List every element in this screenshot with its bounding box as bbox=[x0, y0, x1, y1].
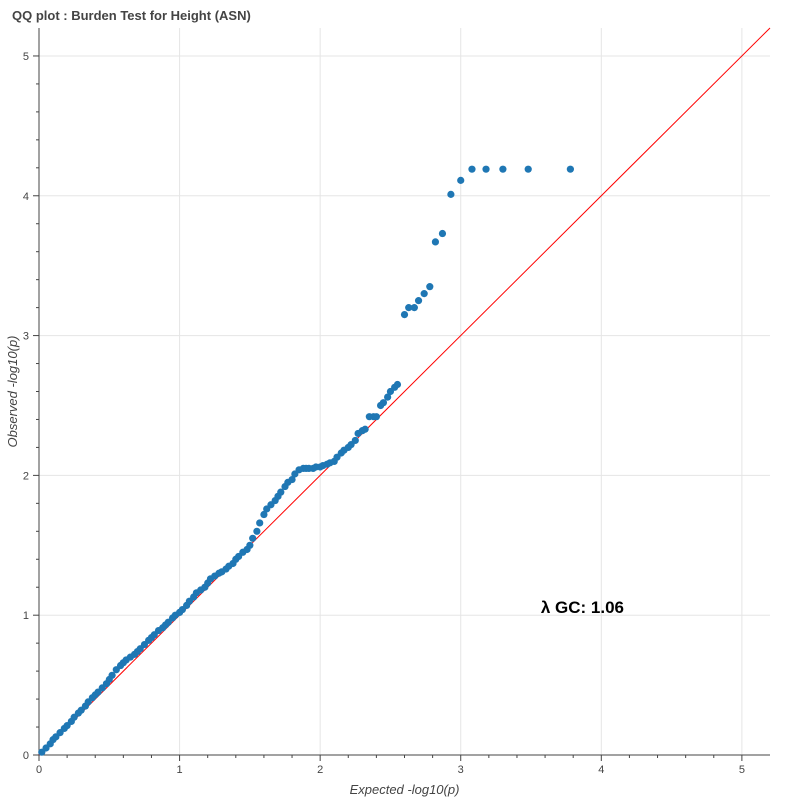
data-point bbox=[379, 399, 388, 407]
tick-labels: 0 1 2 3 4 5 0 1 2 3 4 5 bbox=[23, 51, 745, 776]
data-point bbox=[249, 534, 257, 542]
x-axis-label: Expected -log10(p) bbox=[350, 782, 460, 797]
data-point bbox=[499, 165, 507, 173]
chart-title: QQ plot : Burden Test for Height (ASN) bbox=[12, 8, 251, 23]
data-point bbox=[447, 190, 455, 198]
data-point bbox=[277, 488, 285, 496]
data-point bbox=[108, 671, 116, 679]
x-tick-label: 5 bbox=[739, 764, 745, 776]
data-point bbox=[260, 510, 268, 519]
x-tick-label: 4 bbox=[598, 764, 604, 776]
y-tick-label: 1 bbox=[23, 610, 29, 622]
data-point bbox=[468, 165, 476, 173]
data-point bbox=[361, 425, 369, 433]
data-point bbox=[288, 475, 296, 484]
y-tick-label: 5 bbox=[23, 51, 29, 63]
reference-line bbox=[38, 27, 771, 756]
data-point bbox=[384, 393, 392, 401]
data-point bbox=[410, 304, 418, 312]
data-point bbox=[420, 290, 428, 298]
y-axis-label: Observed -log10(p) bbox=[5, 336, 20, 448]
data-point bbox=[253, 527, 261, 535]
y-tick-label: 3 bbox=[23, 331, 29, 343]
y-tick-label: 0 bbox=[23, 750, 29, 762]
data-point bbox=[438, 229, 447, 238]
y-tick-label: 4 bbox=[23, 191, 29, 203]
axes bbox=[33, 28, 770, 761]
x-tick-label: 3 bbox=[458, 764, 464, 776]
data-point bbox=[566, 165, 574, 173]
data-point bbox=[372, 413, 380, 421]
data-point bbox=[414, 297, 423, 305]
data-point bbox=[400, 311, 409, 319]
data-point bbox=[482, 165, 490, 173]
data-point bbox=[351, 436, 359, 445]
data-point bbox=[431, 238, 440, 246]
x-tick-label: 0 bbox=[36, 764, 42, 776]
data-points bbox=[38, 165, 574, 756]
data-point bbox=[246, 541, 254, 549]
x-tick-label: 1 bbox=[177, 764, 183, 776]
data-point bbox=[256, 519, 264, 527]
y-tick-label: 2 bbox=[23, 470, 29, 482]
data-point bbox=[524, 165, 532, 173]
data-point bbox=[393, 380, 402, 389]
data-point bbox=[426, 283, 434, 291]
lambda-gc-annotation: λ GC: 1.06 bbox=[541, 598, 624, 617]
data-point bbox=[405, 304, 413, 312]
x-tick-label: 2 bbox=[317, 764, 323, 776]
data-point bbox=[457, 176, 465, 184]
